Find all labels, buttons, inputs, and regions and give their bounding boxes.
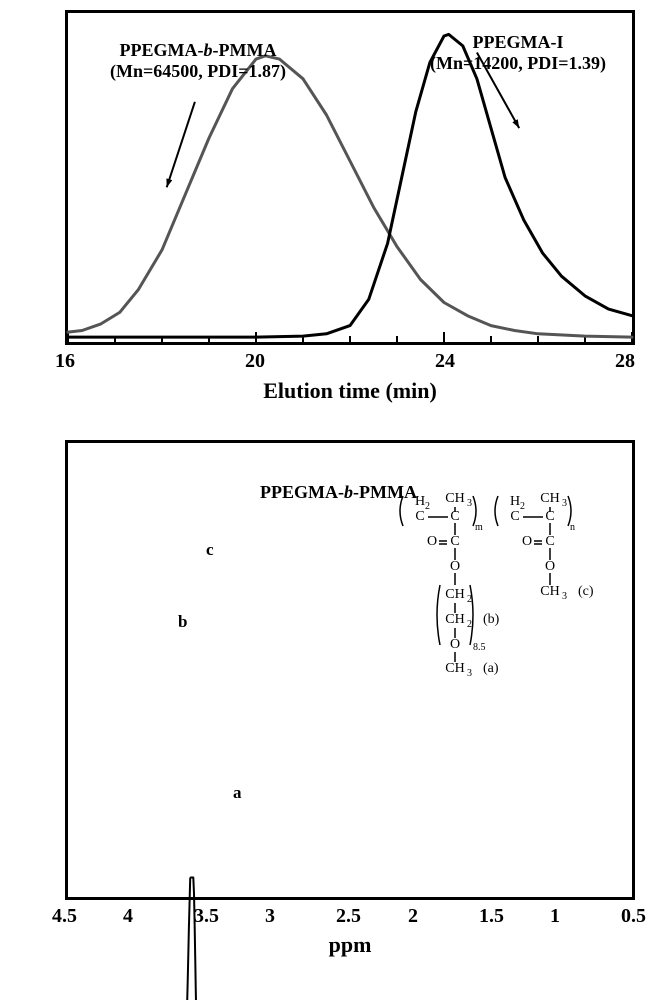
xb-t6: 1.5 (479, 905, 504, 928)
svg-text:O: O (427, 534, 437, 549)
svg-text:m: m (475, 522, 483, 533)
svg-text:CH: CH (540, 491, 559, 506)
ann-ppegma-b-pmma: PPEGMA-b-PMMA (Mn=64500, PDI=1.87) (110, 40, 286, 81)
ann-ppegma-i: PPEGMA-I (Mn=14200, PDI=1.39) (430, 32, 606, 73)
panel-a: (a) 16 20 24 28 Elution time (min) PPEGM… (0, 0, 654, 420)
ann-ppegma-b-pmma-l2: (Mn=64500, PDI=1.87) (110, 61, 286, 81)
xb-t2: 3.5 (194, 905, 219, 928)
svg-text:C: C (450, 534, 459, 549)
peak-label-a: a (233, 783, 242, 803)
panel-b-xlabel: ppm (0, 932, 654, 958)
svg-text:3: 3 (467, 668, 472, 679)
xa-tick-20: 20 (245, 350, 265, 373)
svg-text:C: C (510, 509, 519, 524)
peak-label-c: c (206, 540, 214, 560)
svg-text:O: O (522, 534, 532, 549)
svg-text:2: 2 (520, 501, 525, 512)
svg-text:2: 2 (467, 619, 472, 630)
svg-text:H: H (510, 494, 520, 509)
svg-text:O: O (450, 637, 460, 652)
svg-text:(a): (a) (483, 661, 499, 676)
xb-t1: 4 (123, 905, 133, 928)
xa-tick-28: 28 (615, 350, 635, 373)
svg-text:3: 3 (467, 498, 472, 509)
svg-text:CH: CH (445, 661, 464, 676)
xb-t4: 2.5 (336, 905, 361, 928)
xa-tick-24: 24 (435, 350, 455, 373)
xb-t0: 4.5 (52, 905, 77, 928)
svg-text:8.5: 8.5 (473, 642, 486, 653)
panel-a-xlabel: Elution time (min) (0, 378, 654, 404)
svg-text:2: 2 (425, 501, 430, 512)
svg-text:(b): (b) (483, 612, 500, 627)
svg-text:3: 3 (562, 591, 567, 602)
panel-b-title: PPEGMA-b-PMMA (260, 482, 417, 503)
xb-t8: 0.5 (621, 905, 646, 928)
svg-text:CH: CH (540, 584, 559, 599)
ann-ppegma-i-l1: PPEGMA-I (473, 32, 564, 52)
xb-t7: 1 (550, 905, 560, 928)
panel-b: (b) H2CCCH3mH2CCCH3nCOOCH2CH2(b)O8.5CH3(… (0, 430, 654, 1000)
svg-text:C: C (415, 509, 424, 524)
xa-tick-16: 16 (55, 350, 75, 373)
svg-text:O: O (545, 559, 555, 574)
ann-ppegma-i-l2: (Mn=14200, PDI=1.39) (430, 53, 606, 73)
svg-text:C: C (545, 534, 554, 549)
svg-text:CH: CH (445, 491, 464, 506)
svg-text:CH: CH (445, 612, 464, 627)
svg-text:(c): (c) (578, 584, 594, 599)
svg-text:O: O (450, 559, 460, 574)
svg-text:n: n (570, 522, 575, 533)
xb-t5: 2 (408, 905, 418, 928)
peak-label-b: b (178, 612, 187, 632)
svg-text:3: 3 (562, 498, 567, 509)
ann-ppegma-b-pmma-l1: PPEGMA-b-PMMA (120, 40, 277, 60)
svg-text:CH: CH (445, 587, 464, 602)
xb-t3: 3 (265, 905, 275, 928)
